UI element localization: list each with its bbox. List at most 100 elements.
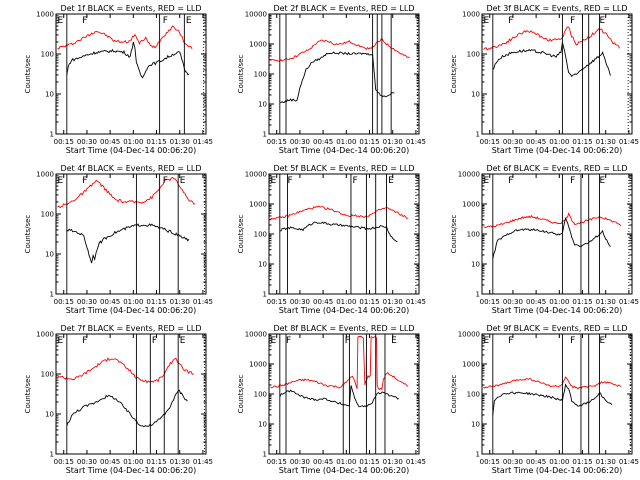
lld-series-line xyxy=(483,26,621,51)
x-axis-label: Start Time (04-Dec-14 00:06:20) xyxy=(279,306,410,315)
x-tick-label: 00:15 xyxy=(480,298,500,306)
events-series-line xyxy=(279,385,400,408)
chart-panel-1: Det 1f BLACK = Events, RED = LLD 1 10 100 10… xyxy=(24,4,213,155)
x-tick-label: 01:30 xyxy=(383,458,403,466)
region-label: F xyxy=(353,176,358,186)
x-tick-label: 01:00 xyxy=(549,458,569,466)
region-label: F xyxy=(82,336,87,346)
x-tick-label: 00:15 xyxy=(54,458,74,466)
y-tick-label: 1 xyxy=(476,131,480,139)
x-tick-label: 01:15 xyxy=(572,138,592,146)
chart-title: Det 6f BLACK = Events, RED = LLD xyxy=(486,164,627,173)
x-tick-label: 01:30 xyxy=(383,298,403,306)
x-tick-label: 00:15 xyxy=(54,298,74,306)
x-tick-label: 01:45 xyxy=(406,298,426,306)
region-label: F xyxy=(508,336,513,346)
x-tick-label: 00:30 xyxy=(503,298,523,306)
region-label: E xyxy=(388,176,394,186)
region-label: E xyxy=(58,16,64,26)
chart-title: Det 4f BLACK = Events, RED = LLD xyxy=(60,164,201,173)
events-series-line xyxy=(66,223,190,264)
region-label: E xyxy=(391,336,397,346)
region-label: E xyxy=(180,336,186,346)
y-tick-label: 10 xyxy=(45,91,54,99)
y-tick-label: 1 xyxy=(263,131,267,139)
y-tick-label: 10 xyxy=(471,261,480,269)
region-label: E xyxy=(186,16,192,26)
y-tick-label: 1 xyxy=(476,291,480,299)
y-tick-label: 1000 xyxy=(249,361,267,369)
chart-panel-9: Det 9f BLACK = Events, RED = LLD 1 10 100 10… xyxy=(450,324,639,475)
x-tick-label: 00:45 xyxy=(100,458,120,466)
y-tick-label: 1000 xyxy=(249,201,267,209)
region-label: E xyxy=(600,16,606,26)
x-tick-label: 00:15 xyxy=(480,458,500,466)
x-tick-label: 01:30 xyxy=(170,458,190,466)
events-series-line xyxy=(492,383,613,416)
y-tick-label: 1 xyxy=(263,451,267,459)
region-label: F xyxy=(570,336,575,346)
region-label: F xyxy=(508,16,513,26)
x-tick-label: 01:15 xyxy=(359,458,379,466)
y-tick-label: 10000 xyxy=(245,11,267,19)
chart-panel-3: Det 3f BLACK = Events, RED = LLD 1 10 100 10… xyxy=(450,4,639,155)
region-label: F xyxy=(570,16,575,26)
plot-frame xyxy=(268,333,420,455)
chart-panel-4: Det 4f BLACK = Events, RED = LLD 1 10 100 10… xyxy=(24,164,213,315)
chart-panel-8: Det 8f BLACK = Events, RED = LLD 1 10 100 10… xyxy=(237,324,426,475)
y-tick-label: 100 xyxy=(254,71,267,79)
y-axis-label: Counts/sec xyxy=(24,215,32,254)
x-tick-label: 01:45 xyxy=(619,458,639,466)
plot-frame xyxy=(268,173,420,295)
x-tick-label: 00:30 xyxy=(290,458,310,466)
chart-title: Det 3f BLACK = Events, RED = LLD xyxy=(486,4,627,13)
x-tick-label: 01:15 xyxy=(146,298,166,306)
plot-frame xyxy=(55,173,207,295)
lld-series-line xyxy=(483,376,622,390)
y-tick-label: 10 xyxy=(258,421,267,429)
x-tick-label: 01:45 xyxy=(193,298,213,306)
y-tick-label: 1 xyxy=(263,291,267,299)
y-tick-label: 1 xyxy=(50,131,54,139)
y-tick-label: 1000 xyxy=(462,201,480,209)
x-tick-label: 00:30 xyxy=(503,458,523,466)
y-axis-label: Counts/sec xyxy=(450,55,458,94)
x-tick-label: 00:30 xyxy=(77,458,97,466)
x-tick-label: 01:00 xyxy=(336,458,356,466)
region-label: F xyxy=(152,336,157,346)
x-axis-label: Start Time (04-Dec-14 00:06:20) xyxy=(279,146,410,155)
lld-series-line xyxy=(483,212,622,228)
lld-series-line xyxy=(270,37,411,62)
region-label: F xyxy=(288,176,293,186)
y-tick-label: 10000 xyxy=(458,171,480,179)
events-series-line xyxy=(279,221,398,243)
x-tick-label: 00:15 xyxy=(480,138,500,146)
x-axis-label: Start Time (04-Dec-14 00:06:20) xyxy=(492,146,623,155)
y-tick-label: 1 xyxy=(476,451,480,459)
x-tick-label: 01:30 xyxy=(596,138,616,146)
region-label: E xyxy=(271,336,277,346)
region-label: F xyxy=(82,16,87,26)
region-label: F xyxy=(286,336,291,346)
chart-title: Det 7f BLACK = Events, RED = LLD xyxy=(60,324,201,333)
plot-frame xyxy=(268,13,420,135)
region-label: F xyxy=(345,336,350,346)
y-tick-label: 10 xyxy=(258,261,267,269)
region-label: E xyxy=(484,16,490,26)
region-label: E xyxy=(600,176,606,186)
x-tick-label: 00:45 xyxy=(313,298,333,306)
y-axis-label: Counts/sec xyxy=(450,375,458,414)
x-tick-label: 01:45 xyxy=(406,138,426,146)
x-axis-label: Start Time (04-Dec-14 00:06:20) xyxy=(492,306,623,315)
y-tick-label: 1000 xyxy=(462,11,480,19)
chart-panel-6: Det 6f BLACK = Events, RED = LLD 1 10 100 10… xyxy=(450,164,639,315)
y-axis-label: Counts/sec xyxy=(237,55,245,94)
x-tick-label: 01:00 xyxy=(549,138,569,146)
region-label: E xyxy=(484,176,490,186)
region-label: F xyxy=(570,176,575,186)
y-axis-label: Counts/sec xyxy=(237,215,245,254)
y-tick-label: 100 xyxy=(41,371,54,379)
region-label: E xyxy=(58,336,64,346)
x-tick-label: 01:15 xyxy=(572,458,592,466)
x-tick-label: 01:15 xyxy=(572,298,592,306)
